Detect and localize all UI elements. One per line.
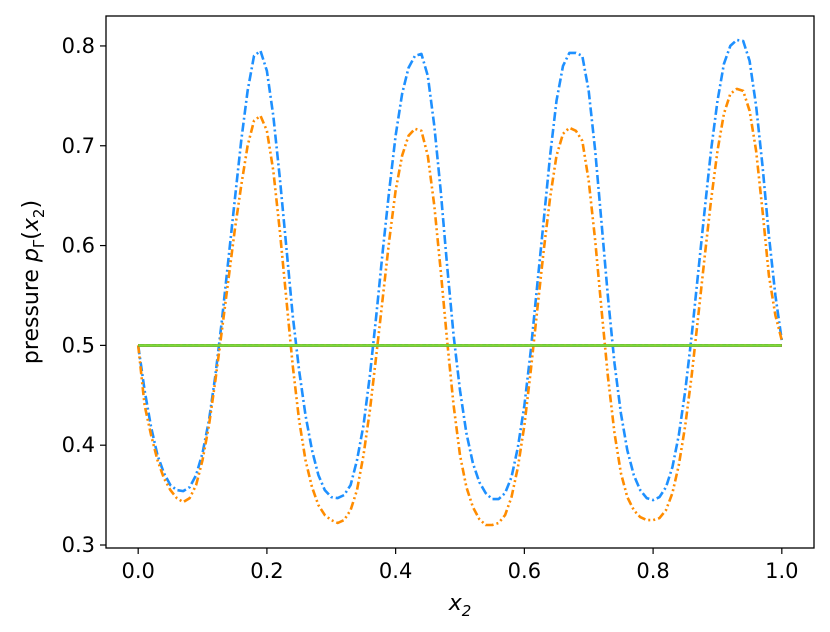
x-axis-label: x2	[448, 591, 472, 620]
x-axis-label-var: x	[448, 591, 463, 616]
x-tick-label: 0.8	[636, 559, 669, 583]
y-axis-label-arg: x	[19, 217, 44, 232]
y-axis-label-var: p	[19, 248, 44, 263]
plot-area	[136, 38, 784, 527]
y-axis-label-arg-sub: 2	[30, 209, 48, 219]
y-tick-label: 0.5	[62, 333, 95, 357]
y-tick-label: 0.6	[62, 234, 95, 258]
x-axis-label-sub: 2	[462, 602, 472, 620]
axes-frame	[105, 15, 815, 549]
x-tick-label: 0.0	[121, 559, 154, 583]
y-axis-label-prefix: pressure	[19, 262, 44, 364]
x-tick-label: 1.0	[765, 559, 798, 583]
series-line-2	[136, 87, 784, 527]
series-line-1	[136, 38, 784, 502]
x-tick-label: 0.2	[250, 559, 283, 583]
y-axis-label: pressure pΓ(x2)	[19, 200, 48, 364]
y-tick-label: 0.4	[62, 433, 95, 457]
x-tick-label: 0.4	[379, 559, 412, 583]
y-tick-label: 0.8	[62, 34, 95, 58]
y-axis-ticks: 0.3 0.4 0.5 0.6 0.7 0.8	[62, 34, 106, 557]
x-tick-label: 0.6	[508, 559, 541, 583]
x-axis-ticks: 0.0 0.2 0.4 0.6 0.8 1.0	[121, 548, 799, 583]
y-tick-label: 0.3	[62, 533, 95, 557]
y-tick-label: 0.7	[62, 134, 95, 158]
y-axis-label-var-sub: Γ	[30, 239, 48, 248]
